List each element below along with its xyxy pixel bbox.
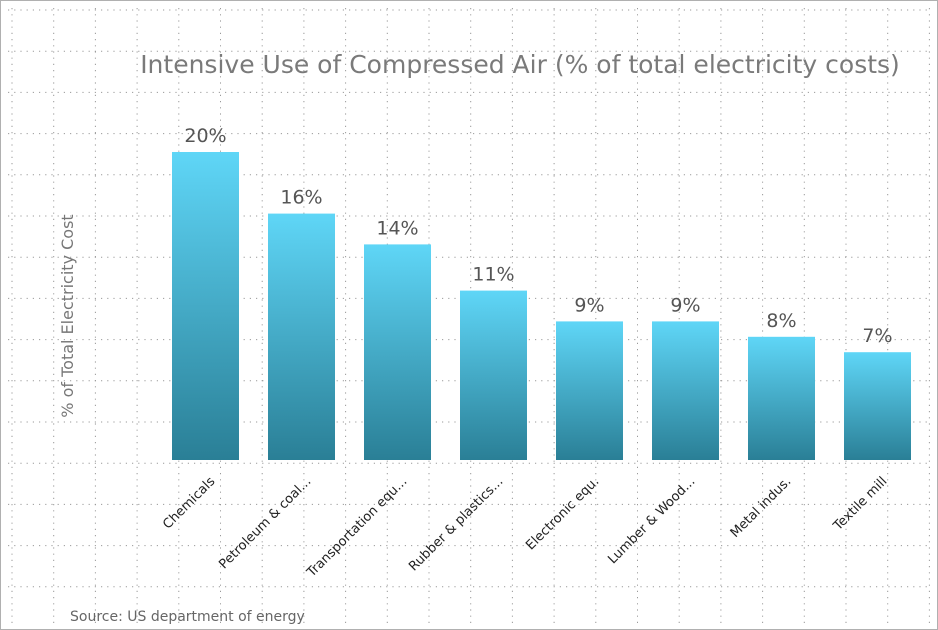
data-label: 14% xyxy=(376,217,418,239)
bar xyxy=(556,321,623,460)
data-labels: 20% 16% 14% 11% 9% 9% 8% 7% xyxy=(184,125,892,347)
bar xyxy=(460,290,527,460)
data-label: 9% xyxy=(670,294,700,316)
data-label: 11% xyxy=(472,264,514,286)
bars xyxy=(172,152,911,460)
bar xyxy=(268,213,335,460)
data-label: 8% xyxy=(766,310,796,332)
bar xyxy=(844,352,911,460)
data-label: 9% xyxy=(574,294,604,316)
bar xyxy=(652,321,719,460)
y-axis-label: % of Total Electricity Cost xyxy=(58,214,77,417)
bar xyxy=(364,244,431,460)
bar xyxy=(172,152,239,460)
data-label: 20% xyxy=(184,125,226,147)
data-label: 16% xyxy=(280,187,322,209)
bar xyxy=(748,336,815,460)
chart-title: Intensive Use of Compressed Air (% of to… xyxy=(140,50,900,79)
data-label: 7% xyxy=(862,325,892,347)
source-note: Source: US department of energy xyxy=(70,609,305,625)
